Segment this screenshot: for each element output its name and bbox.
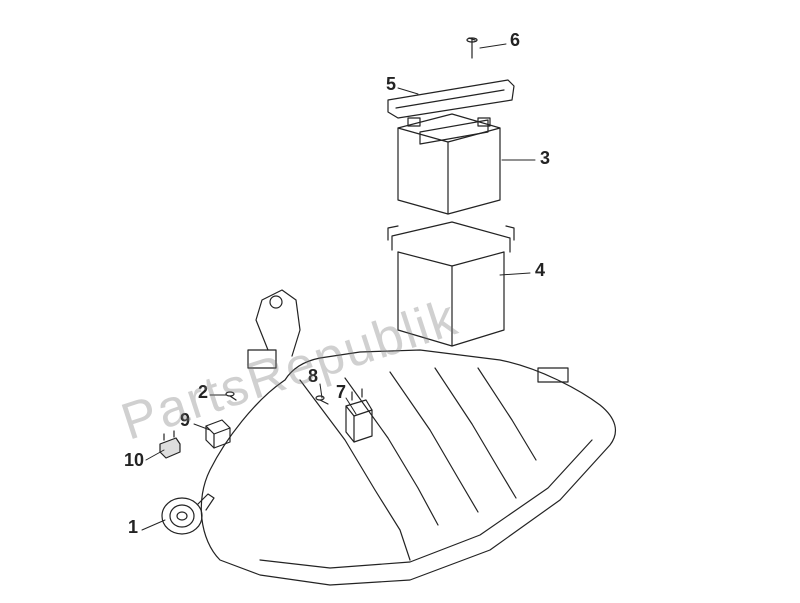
callout-7: 7 (336, 382, 346, 403)
parts-diagram: 1 2 3 4 5 6 7 8 9 10 PartsRepublik (0, 0, 800, 603)
callout-4: 4 (535, 260, 545, 281)
part-horn-1 (162, 494, 214, 534)
callout-8: 8 (308, 366, 318, 387)
callout-10: 10 (124, 450, 144, 471)
part-screw-6 (467, 38, 477, 58)
part-relay-9 (206, 420, 230, 448)
callout-9: 9 (180, 410, 190, 431)
diagram-svg (0, 0, 800, 603)
callout-3: 3 (540, 148, 550, 169)
callout-1: 1 (128, 517, 138, 538)
part-strap-5 (388, 80, 514, 118)
callout-5: 5 (386, 74, 396, 95)
part-battery-box-4 (388, 222, 514, 346)
part-fuse-10 (160, 431, 180, 458)
part-bolt-2 (226, 392, 236, 400)
callout-2: 2 (198, 382, 208, 403)
callout-6: 6 (510, 30, 520, 51)
leader-lines (142, 44, 535, 530)
part-battery-3 (398, 114, 500, 214)
part-frame (201, 290, 615, 585)
